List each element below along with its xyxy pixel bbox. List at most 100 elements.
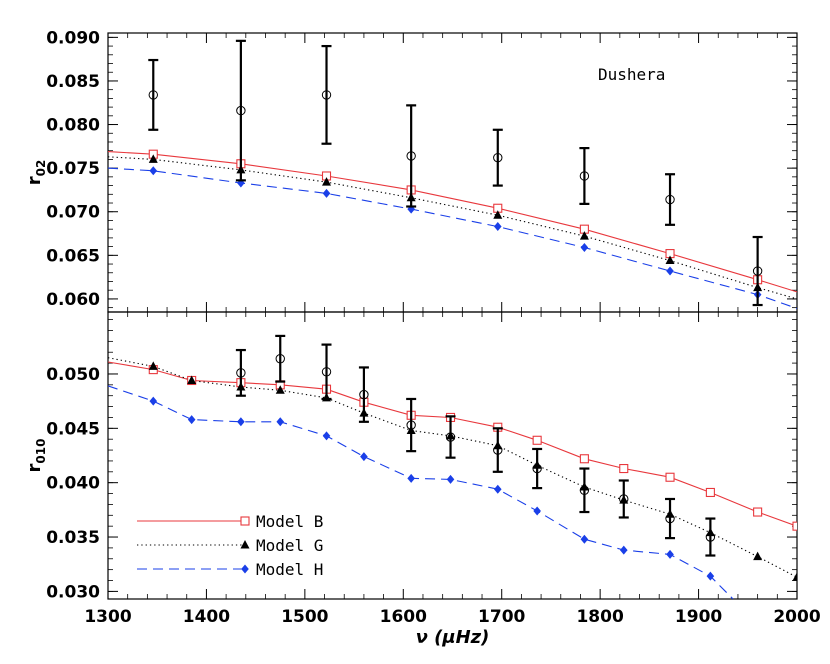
marker-model-b <box>705 487 715 498</box>
marker-model-g <box>493 210 503 219</box>
x-tick-label: 1600 <box>380 607 427 627</box>
observed-point <box>275 354 285 364</box>
marker-model-g <box>187 375 197 384</box>
observed-point <box>619 494 629 504</box>
series-line-model-b <box>108 151 797 293</box>
y-tick-label: 0.035 <box>46 528 100 548</box>
marker-model-h <box>276 417 285 427</box>
x-tick-label: 1400 <box>183 607 230 627</box>
series-line-model-b <box>108 361 797 527</box>
y-tick-label: 0.045 <box>46 419 100 439</box>
plot-frame <box>107 311 798 600</box>
marker-model-h <box>493 222 502 232</box>
marker-model-h <box>322 431 331 441</box>
observations <box>235 334 716 557</box>
marker-model-h <box>706 571 715 581</box>
series-line-model-h <box>108 167 797 310</box>
y-tick-label: 0.090 <box>46 28 100 48</box>
marker-model-h <box>322 188 331 198</box>
marker-model-b <box>753 507 763 517</box>
series-line-model-g <box>108 357 797 578</box>
observed-point <box>493 445 503 455</box>
observed-point <box>445 432 456 442</box>
annotation-label: Dushera <box>598 65 665 84</box>
marker-model-h <box>619 545 628 555</box>
observed-point <box>359 389 369 400</box>
x-axis-title: ν (μHz) <box>416 627 490 648</box>
marker-model-g <box>665 255 675 265</box>
marker-model-h <box>149 396 158 406</box>
x-tick-label: 1500 <box>281 607 328 627</box>
y-tick-label: 0.030 <box>46 582 100 602</box>
marker-model-h <box>666 266 674 276</box>
legend-marker-model-g <box>240 540 250 549</box>
observations <box>148 39 763 307</box>
x-tick-label: 1300 <box>84 607 131 627</box>
observed-point <box>665 513 675 524</box>
marker-model-b <box>619 463 629 474</box>
y-axis-title: r02 <box>24 160 48 186</box>
y-tick-label: 0.075 <box>46 159 100 179</box>
y-tick-label: 0.070 <box>46 203 100 223</box>
y-tick-label: 0.065 <box>46 246 100 266</box>
marker-model-g <box>148 361 158 370</box>
legend-label: Model B <box>256 512 323 531</box>
observed-point <box>752 266 763 276</box>
plot-frame <box>107 32 798 313</box>
observed-point <box>236 368 246 378</box>
y-tick-label: 0.080 <box>46 116 100 136</box>
legend: Model B Model G Model H <box>137 512 323 579</box>
marker-model-h <box>533 506 541 516</box>
marker-model-h <box>360 452 368 462</box>
observed-point <box>406 420 416 430</box>
x-tick-label: 1900 <box>675 607 722 627</box>
marker-model-h <box>666 549 674 559</box>
x-tick-label: 1700 <box>478 607 525 627</box>
bottom-panel-r010: 0.030 0.035 0.040 0.045 0.050 r010 1300 1400 150… <box>24 311 821 648</box>
observed-point <box>321 90 332 100</box>
marker-model-b <box>792 521 797 531</box>
series-line-model-h <box>108 385 734 599</box>
marker-model-h <box>187 415 196 425</box>
marker-model-h <box>446 474 455 484</box>
series-lines <box>108 149 797 310</box>
observed-point <box>321 367 332 377</box>
legend-label: Model H <box>256 560 323 579</box>
series-lines <box>108 357 797 599</box>
marker-model-h <box>580 534 589 544</box>
y-axis-title: r010 <box>24 439 48 473</box>
marker-model-g <box>753 551 763 561</box>
observed-point <box>579 171 590 181</box>
marker-model-b <box>579 454 589 464</box>
marker-model-g <box>322 177 332 186</box>
observed-point <box>579 485 590 495</box>
observed-point <box>148 90 158 100</box>
y-tick-label: 0.060 <box>46 290 100 310</box>
marker-model-g <box>275 385 285 394</box>
legend-marker-model-b <box>240 516 250 526</box>
observed-point <box>532 463 542 474</box>
observed-point <box>493 152 503 163</box>
marker-model-h <box>407 473 415 483</box>
marker-model-g <box>579 231 589 240</box>
x-tick-label: 1800 <box>576 607 623 627</box>
observed-point <box>406 151 416 161</box>
y-tick-label: 0.040 <box>46 474 100 494</box>
y-tick-label: 0.050 <box>46 365 100 385</box>
marker-model-h <box>237 417 245 427</box>
x-tick-label: 2000 <box>773 607 820 627</box>
observed-point <box>236 105 246 116</box>
marker-model-g <box>792 572 797 581</box>
marker-model-h <box>580 242 589 252</box>
marker-model-b <box>665 472 675 482</box>
y-tick-label: 0.085 <box>46 72 100 92</box>
marker-model-g <box>148 154 158 163</box>
marker-model-h <box>149 166 158 176</box>
top-panel-r02: 0.060 0.065 0.070 0.075 0.080 0.085 0.090 r02 Du… <box>24 28 798 313</box>
observed-point <box>705 532 716 542</box>
legend-marker-model-h <box>241 564 249 574</box>
marker-model-h <box>493 484 502 494</box>
legend-label: Model G <box>256 536 323 555</box>
observed-point <box>665 194 675 205</box>
